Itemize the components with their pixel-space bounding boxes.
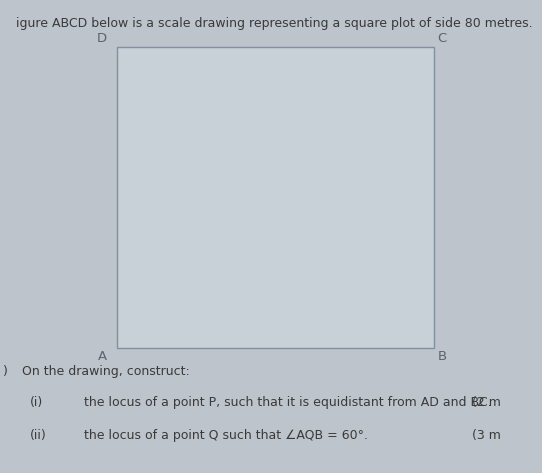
Text: C: C bbox=[437, 32, 447, 45]
Text: the locus of a point P, such that it is equidistant from AD and BC.: the locus of a point P, such that it is … bbox=[84, 396, 492, 410]
Text: (ii): (ii) bbox=[30, 429, 47, 442]
Text: A: A bbox=[98, 350, 107, 363]
Text: igure ABCD below is a scale drawing representing a square plot of side 80 metres: igure ABCD below is a scale drawing repr… bbox=[16, 17, 533, 29]
Text: (2 m: (2 m bbox=[472, 396, 500, 410]
Text: (3 m: (3 m bbox=[472, 429, 500, 442]
Bar bbox=[117, 47, 434, 348]
Text: On the drawing, construct:: On the drawing, construct: bbox=[22, 365, 190, 378]
Text: ): ) bbox=[3, 365, 8, 378]
Text: B: B bbox=[437, 350, 447, 363]
Text: D: D bbox=[96, 32, 107, 45]
Text: the locus of a point Q such that ∠AQB = 60°.: the locus of a point Q such that ∠AQB = … bbox=[84, 429, 368, 442]
Text: (i): (i) bbox=[30, 396, 43, 410]
